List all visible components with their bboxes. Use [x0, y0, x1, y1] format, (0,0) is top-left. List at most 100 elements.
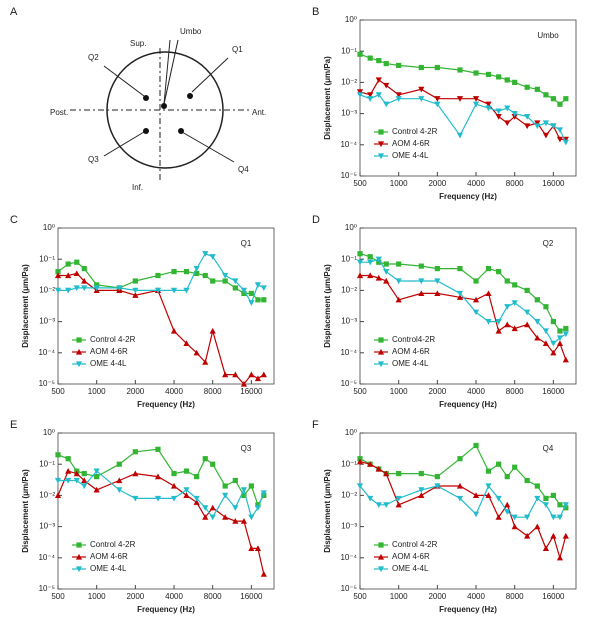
point: [367, 272, 374, 279]
point: [154, 473, 162, 480]
y-tick-label: 10⁻¹: [341, 46, 357, 55]
point: [434, 64, 440, 71]
point: [367, 254, 373, 260]
series-line: [57, 448, 265, 507]
pointer: [103, 131, 145, 157]
legend-marker: [378, 129, 384, 135]
point: [542, 340, 550, 347]
pointer: [181, 131, 235, 163]
point: [562, 139, 569, 146]
y-axis-label: Displacement (μm/Pa): [323, 56, 332, 140]
point: [73, 270, 80, 277]
point: [534, 523, 541, 530]
point: [556, 136, 564, 143]
legend-marker: [377, 566, 385, 573]
point: [418, 487, 425, 494]
point: [557, 502, 563, 508]
point: [504, 509, 511, 515]
plot-frame: [57, 432, 275, 590]
x-tick-label: 4000: [467, 387, 485, 396]
point: [550, 96, 556, 102]
point: [534, 86, 540, 92]
legend-label: AOM 4-6R: [392, 552, 430, 561]
legend-label: Control 4-2R: [90, 335, 136, 344]
point: [376, 57, 382, 64]
point: [155, 272, 161, 279]
point: [65, 272, 72, 279]
y-tick-label: 10⁻¹: [341, 459, 357, 468]
label: Q3: [88, 155, 99, 164]
point: [472, 296, 480, 303]
point: [550, 340, 557, 347]
point: [556, 335, 564, 342]
point: [383, 470, 390, 477]
point: [504, 501, 511, 508]
y-axis-label: Displacement (μm/Pa): [21, 469, 30, 553]
x-tick-label: 1000: [390, 179, 408, 188]
point: [418, 263, 424, 269]
point: [357, 51, 363, 57]
point: [556, 554, 564, 561]
legend-label: AOM 4-6R: [90, 552, 128, 561]
point: [557, 101, 563, 107]
point: [209, 514, 216, 521]
point: [472, 101, 480, 108]
legend-label: Control 4-2R: [90, 540, 136, 549]
point: [81, 483, 88, 490]
point: [356, 483, 364, 490]
x-tick-label: 16000: [240, 387, 263, 396]
chart-title: Q1: [241, 239, 252, 248]
point: [485, 71, 492, 78]
point: [504, 278, 510, 284]
x-axis-label: Frequency (Hz): [439, 605, 497, 614]
point: [543, 495, 549, 502]
y-tick-label: 10⁻³: [341, 109, 357, 118]
y-tick-label: 10⁻⁵: [341, 584, 357, 593]
point: [81, 285, 88, 292]
point: [434, 96, 441, 102]
point: [171, 269, 177, 275]
point: [496, 74, 502, 80]
plot-frame: [57, 227, 275, 385]
point: [54, 492, 62, 498]
panel-label: A: [10, 6, 18, 18]
point: [55, 452, 61, 458]
point: [132, 470, 139, 477]
legend-label: OME 4-4L: [392, 564, 429, 573]
point: [248, 545, 255, 552]
point: [395, 278, 402, 285]
point: [193, 349, 200, 356]
point: [154, 495, 162, 502]
point: [563, 96, 569, 102]
legend-label: OME 4-4L: [392, 359, 429, 368]
point: [54, 477, 62, 484]
x-axis-label: Frequency (Hz): [137, 400, 195, 409]
x-tick-label: 2000: [126, 592, 144, 601]
point: [202, 272, 208, 279]
x-tick-label: 500: [51, 592, 65, 601]
legend-marker: [377, 361, 385, 368]
point: [260, 571, 267, 577]
point: [356, 458, 364, 465]
y-axis-label: Displacement (μm/Pa): [323, 264, 332, 348]
point: [210, 278, 216, 284]
x-tick-label: 8000: [204, 592, 222, 601]
point: [495, 108, 502, 115]
point: [456, 132, 464, 139]
point: [456, 294, 464, 300]
point: [183, 487, 190, 494]
legend-label: Control4-2R: [392, 335, 435, 344]
y-tick-label: 10⁻²: [39, 491, 55, 500]
point: [418, 470, 424, 477]
point: [367, 259, 374, 266]
point: [434, 474, 440, 480]
x-tick-label: 500: [353, 592, 367, 601]
point: [383, 101, 390, 108]
point: [542, 545, 550, 552]
point: [154, 287, 162, 294]
point: [396, 261, 402, 267]
point: [457, 67, 463, 73]
point: [209, 254, 216, 260]
